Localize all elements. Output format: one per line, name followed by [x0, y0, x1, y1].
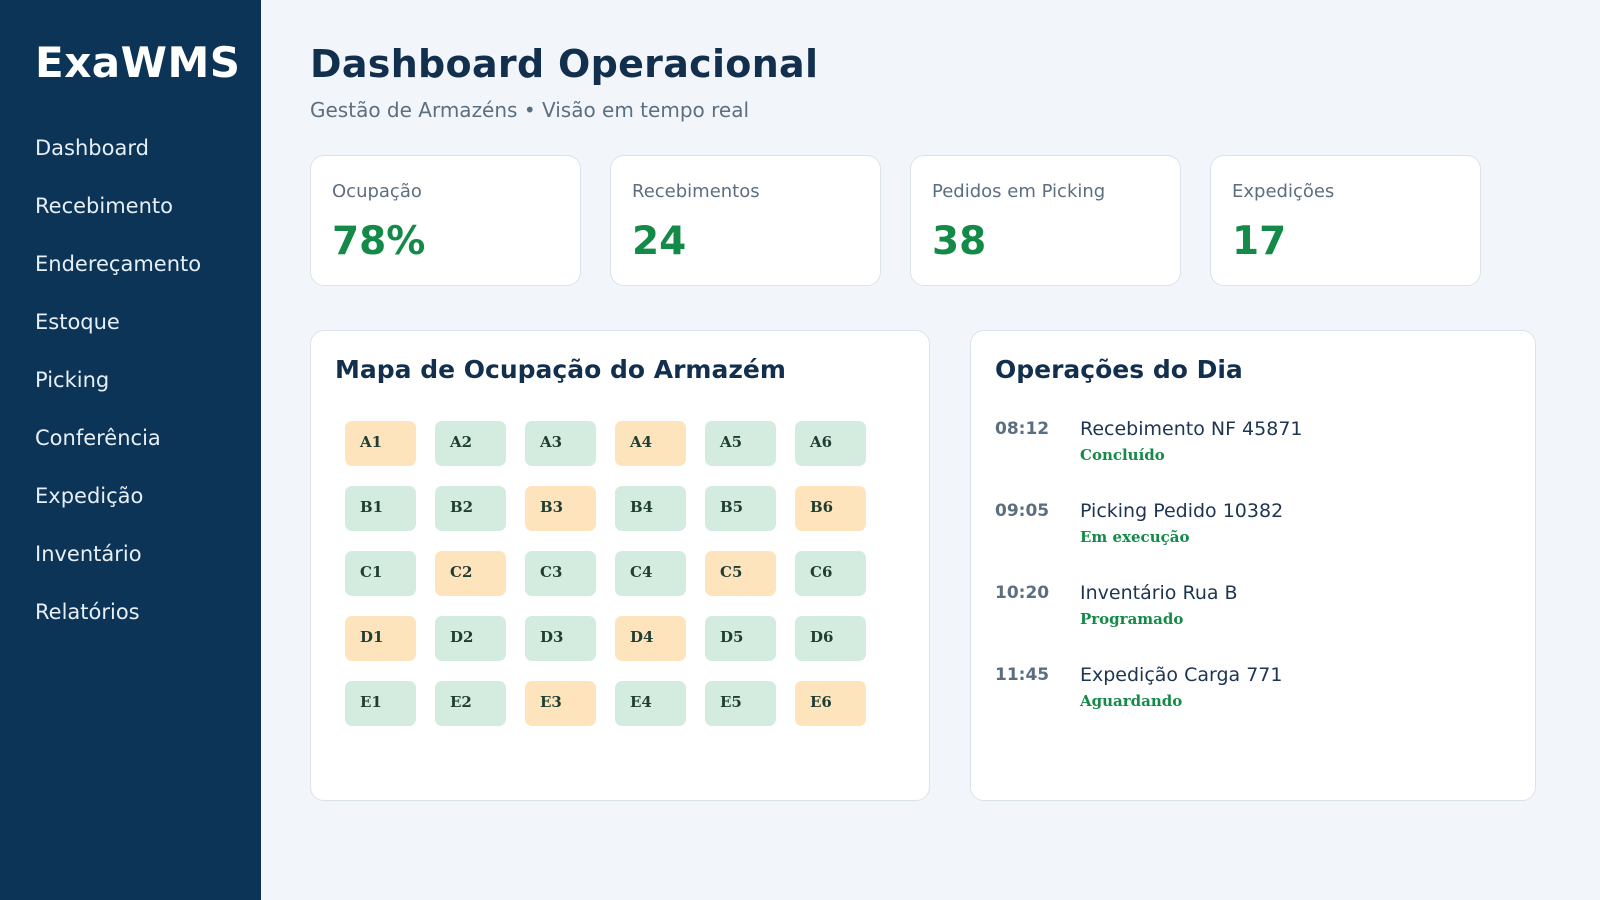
sidebar-item-enderecamento[interactable]: Endereçamento	[35, 252, 202, 276]
warehouse-map-panel: Mapa de Ocupação do Armazém A1 A2 A3 A4 A5 A6…	[310, 330, 930, 801]
sidebar-item-dashboard[interactable]: Dashboard	[35, 136, 149, 160]
operation-status: Aguardando	[1080, 692, 1183, 710]
sidebar-item-relatorios[interactable]: Relatórios	[35, 600, 140, 624]
operation-item[interactable]: 09:05 Picking Pedido 10382 Em execução	[995, 500, 1515, 583]
kpi-card-recebimentos[interactable]: Recebimentos 24	[610, 155, 881, 286]
bay-b4[interactable]: B4	[615, 486, 686, 531]
bay-c5[interactable]: C5	[705, 551, 776, 596]
bay-b5[interactable]: B5	[705, 486, 776, 531]
bay-grid: A1 A2 A3 A4 A5 A6 B1 B2 B3 B4 B5 B6 C1 C2 C3 C4 C5 C6 D1 D2…	[345, 421, 866, 726]
sidebar-item-conferencia[interactable]: Conferência	[35, 426, 161, 450]
bay-b3[interactable]: B3	[525, 486, 596, 531]
bay-a1[interactable]: A1	[345, 421, 416, 466]
bay-d3[interactable]: D3	[525, 616, 596, 661]
operation-item[interactable]: 08:12 Recebimento NF 45871 Concluído	[995, 418, 1515, 501]
page-subtitle: Gestão de Armazéns • Visão em tempo real	[310, 98, 750, 122]
kpi-value: 24	[632, 219, 687, 264]
bay-e1[interactable]: E1	[345, 681, 416, 726]
bay-b2[interactable]: B2	[435, 486, 506, 531]
bay-b1[interactable]: B1	[345, 486, 416, 531]
operation-time: 10:20	[995, 583, 1050, 603]
operation-time: 08:12	[995, 419, 1050, 439]
bay-d4[interactable]: D4	[615, 616, 686, 661]
bay-a2[interactable]: A2	[435, 421, 506, 466]
operation-title: Inventário Rua B	[1080, 582, 1238, 604]
brand-logo[interactable]: ExaWMS	[35, 38, 241, 87]
sidebar-item-estoque[interactable]: Estoque	[35, 310, 120, 334]
sidebar: ExaWMS Dashboard Recebimento Endereçamen…	[0, 0, 261, 900]
kpi-card-pedidos-picking[interactable]: Pedidos em Picking 38	[910, 155, 1181, 286]
kpi-label: Expedições	[1232, 181, 1335, 202]
bay-c1[interactable]: C1	[345, 551, 416, 596]
sidebar-item-recebimento[interactable]: Recebimento	[35, 194, 173, 218]
bay-e3[interactable]: E3	[525, 681, 596, 726]
bay-d1[interactable]: D1	[345, 616, 416, 661]
bay-d2[interactable]: D2	[435, 616, 506, 661]
bay-d5[interactable]: D5	[705, 616, 776, 661]
bay-b6[interactable]: B6	[795, 486, 866, 531]
operation-item[interactable]: 10:20 Inventário Rua B Programado	[995, 582, 1515, 665]
operations-title: Operações do Dia	[995, 355, 1243, 384]
kpi-card-expedicoes[interactable]: Expedições 17	[1210, 155, 1481, 286]
bay-c3[interactable]: C3	[525, 551, 596, 596]
kpi-card-ocupacao[interactable]: Ocupação 78%	[310, 155, 581, 286]
bay-e2[interactable]: E2	[435, 681, 506, 726]
operation-status: Concluído	[1080, 446, 1165, 464]
bay-c2[interactable]: C2	[435, 551, 506, 596]
operation-time: 11:45	[995, 665, 1050, 685]
sidebar-item-inventario[interactable]: Inventário	[35, 542, 142, 566]
kpi-value: 38	[932, 219, 987, 264]
bay-d6[interactable]: D6	[795, 616, 866, 661]
sidebar-nav: Dashboard Recebimento Endereçamento Esto…	[35, 132, 201, 654]
page-title: Dashboard Operacional	[310, 42, 819, 86]
bay-a6[interactable]: A6	[795, 421, 866, 466]
kpi-label: Ocupação	[332, 181, 422, 202]
operation-title: Expedição Carga 771	[1080, 664, 1283, 686]
bay-a5[interactable]: A5	[705, 421, 776, 466]
bay-a3[interactable]: A3	[525, 421, 596, 466]
bay-c4[interactable]: C4	[615, 551, 686, 596]
bay-e4[interactable]: E4	[615, 681, 686, 726]
kpi-label: Pedidos em Picking	[932, 181, 1106, 202]
warehouse-map-title: Mapa de Ocupação do Armazém	[335, 355, 786, 384]
kpi-value: 17	[1232, 219, 1287, 264]
sidebar-item-expedicao[interactable]: Expedição	[35, 484, 144, 508]
kpi-label: Recebimentos	[632, 181, 760, 202]
sidebar-item-picking[interactable]: Picking	[35, 368, 110, 392]
bay-c6[interactable]: C6	[795, 551, 866, 596]
operations-panel: Operações do Dia 08:12 Recebimento NF 45…	[970, 330, 1536, 801]
operation-status: Programado	[1080, 610, 1184, 628]
operations-list: 08:12 Recebimento NF 45871 Concluído 09:…	[995, 418, 1515, 747]
operation-title: Recebimento NF 45871	[1080, 418, 1303, 440]
bay-e6[interactable]: E6	[795, 681, 866, 726]
bay-e5[interactable]: E5	[705, 681, 776, 726]
kpi-value: 78%	[332, 219, 426, 264]
main-content: Dashboard Operacional Gestão de Armazéns…	[261, 0, 1600, 900]
operation-status: Em execução	[1080, 528, 1190, 546]
operation-time: 09:05	[995, 501, 1050, 521]
operation-title: Picking Pedido 10382	[1080, 500, 1284, 522]
bay-a4[interactable]: A4	[615, 421, 686, 466]
operation-item[interactable]: 11:45 Expedição Carga 771 Aguardando	[995, 664, 1515, 747]
